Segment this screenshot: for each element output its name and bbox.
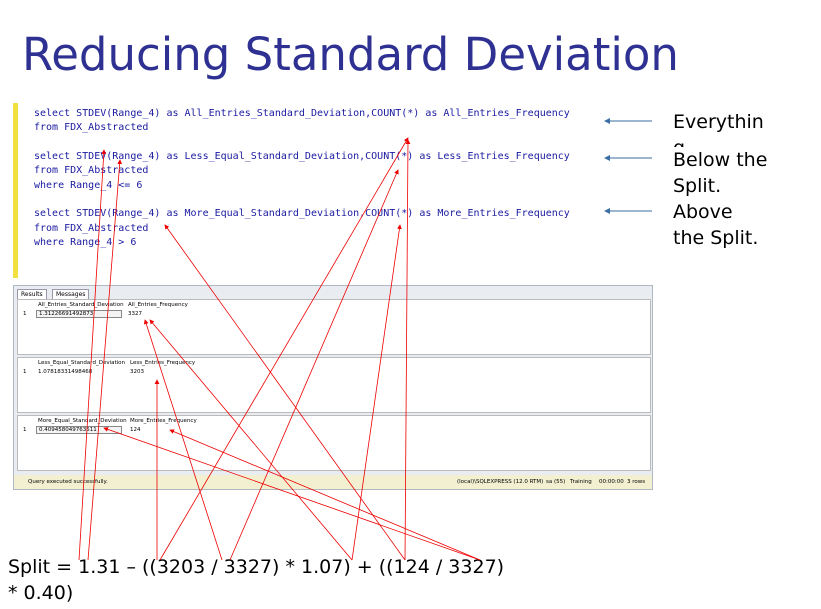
side-label: Above the Split.	[673, 201, 759, 249]
code-line: from FDX_Abstracted	[34, 165, 149, 176]
cell: 1.07818331498468	[38, 369, 93, 375]
header: Less_Entries_Frequency	[130, 360, 196, 366]
header: More_Entries_Frequency	[130, 418, 197, 424]
row-number: 1	[23, 369, 27, 375]
header: All_Entries_Frequency	[128, 302, 188, 308]
code-line: where Range_4 > 6	[34, 237, 137, 248]
status-text: (local)\SQLEXPRESS (12.0 RTM)	[457, 479, 544, 485]
row-number: 1	[23, 427, 27, 433]
header: Less_Equal_Standard_Deviation	[38, 360, 126, 366]
status-text: 3 rows	[627, 479, 646, 485]
status-text: 00:00:00	[599, 479, 624, 485]
cell: 3203	[130, 369, 144, 375]
status-bar: Query executed successfully. (local)\SQL…	[14, 475, 652, 489]
status-text: Training	[570, 479, 592, 485]
result-grid: All_Entries_Standard_Deviation All_Entri…	[17, 299, 651, 355]
result-grid: More_Equal_Standard_Deviation More_Entri…	[17, 415, 651, 471]
title: Reducing Standard Deviation	[22, 28, 679, 81]
cell: 0.409458049763511	[36, 426, 122, 434]
cell: 3327	[128, 311, 142, 317]
code-line: select STDEV(Range_4) as All_Entries_Sta…	[34, 108, 570, 119]
code-line: where Range_4 <= 6	[34, 180, 143, 191]
formula: Split = 1.31 – ((3203 / 3327) * 1.07) + …	[8, 556, 505, 604]
row-number: 1	[23, 311, 27, 317]
code-line: from FDX_Abstracted	[34, 122, 149, 133]
code-line: select STDEV(Range_4) as Less_Equal_Stan…	[34, 151, 570, 162]
result-grid: Less_Equal_Standard_Deviation Less_Entri…	[17, 357, 651, 413]
blue-arrows	[604, 118, 652, 214]
code-editor: select STDEV(Range_4) as All_Entries_Sta…	[13, 103, 653, 278]
status-text: Query executed successfully.	[28, 479, 108, 485]
header: More_Equal_Standard_Deviation	[38, 418, 127, 424]
side-label: Below the Split.	[673, 147, 769, 199]
cell: 124	[130, 427, 141, 433]
results-pane: Results Messages All_Entries_Standard_De…	[13, 285, 653, 490]
code-line: from FDX_Abstracted	[34, 223, 149, 234]
status-text: sa (55)	[546, 479, 566, 485]
header: All_Entries_Standard_Deviation	[38, 302, 124, 308]
code-line: select STDEV(Range_4) as More_Equal_Stan…	[34, 208, 570, 219]
red-arrows	[78, 137, 481, 561]
cell: 1.31226691492873	[36, 310, 122, 318]
